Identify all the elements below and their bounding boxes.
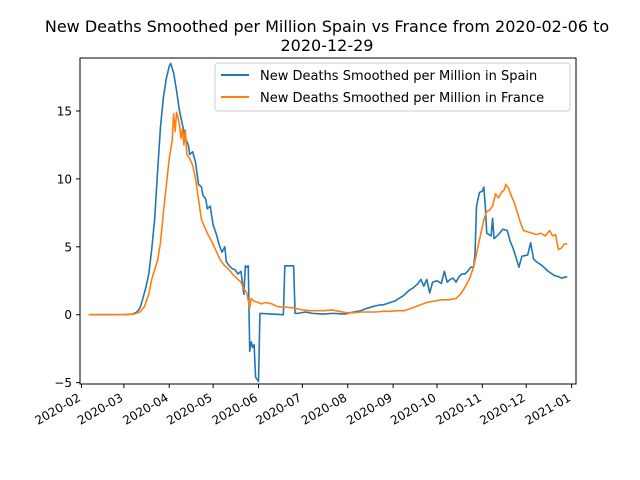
legend: New Deaths Smoothed per Million in Spain… (214, 62, 571, 112)
chart-title-line-1: New Deaths Smoothed per Million Spain vs… (45, 17, 609, 36)
plot-area-frame (79, 57, 577, 385)
y-tick-label: 15 (57, 104, 72, 118)
y-tick-label: −5 (54, 376, 72, 390)
y-tick-label: 10 (57, 172, 72, 186)
legend-box (214, 62, 571, 112)
legend-label-france: New Deaths Smoothed per Million in Franc… (260, 91, 544, 106)
y-tick-label: 0 (64, 308, 72, 322)
legend-label-spain: New Deaths Smoothed per Million in Spain (260, 69, 537, 84)
y-tick-label: 5 (64, 240, 72, 254)
chart-title-line-2: 2020-12-29 (281, 36, 374, 55)
y-axis: −5 0 5 10 15 (54, 104, 80, 390)
series-layer (88, 62, 568, 383)
series-line-france (88, 111, 568, 316)
